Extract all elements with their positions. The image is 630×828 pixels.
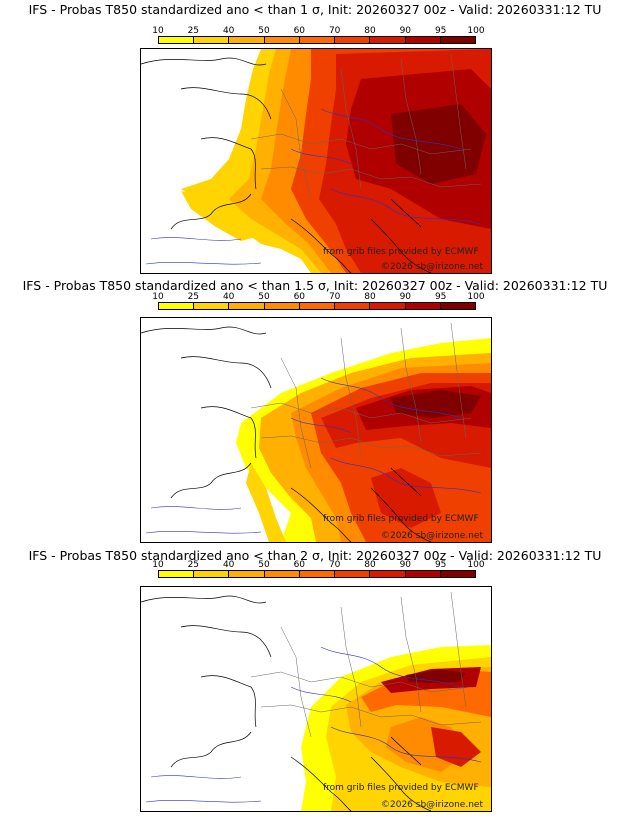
probability-map: from grib files provided by ECMWF ©2026 … <box>140 48 492 274</box>
colorbar-tick: 10 <box>152 26 164 36</box>
colorbar-tick: 70 <box>328 560 341 570</box>
colorbar-tick: 50 <box>258 292 270 302</box>
colorbar <box>158 302 476 310</box>
colorbar-tick: 80 <box>364 560 376 570</box>
site-credit: ©2026 sb@irizone.net <box>381 531 483 541</box>
panel-title: IFS - Probas T850 standardized ano < tha… <box>28 548 602 563</box>
colorbar-tick: 25 <box>187 292 200 302</box>
colorbar-tick: 80 <box>364 292 376 302</box>
rivers <box>145 646 482 803</box>
colorbar-tick: 95 <box>434 560 447 570</box>
colorbar-tick: 60 <box>293 560 306 570</box>
site-credit: ©2026 sb@irizone.net <box>381 800 483 810</box>
colorbar <box>158 36 476 44</box>
colorbar-swatch <box>229 303 265 309</box>
map-panel-1sigma: IFS - Probas T850 standardized ano < tha… <box>0 2 630 274</box>
colorbar-swatch <box>194 37 230 43</box>
probability-fill <box>301 645 491 811</box>
colorbar-swatch <box>299 571 336 577</box>
probability-fill <box>141 49 491 273</box>
colorbar-swatch <box>299 37 336 43</box>
colorbar-tick: 50 <box>258 560 270 570</box>
map-svg <box>141 322 491 542</box>
colorbar-ticks: 10 25 40 50 60 70 80 90 95 100 <box>152 292 484 302</box>
colorbar-tick: 40 <box>222 26 235 36</box>
colorbar-tick: 40 <box>222 292 235 302</box>
coastlines <box>141 595 432 811</box>
colorbar-swatch <box>370 303 406 309</box>
colorbar-tick: 70 <box>328 292 341 302</box>
borders <box>250 322 482 469</box>
colorbar-swatch <box>405 303 441 309</box>
colorbar-swatch <box>405 571 441 577</box>
colorbar-swatch <box>335 571 371 577</box>
colorbar-tick: 60 <box>293 26 306 36</box>
colorbar-tick: 10 <box>152 560 164 570</box>
coastlines <box>141 326 432 542</box>
colorbar-swatch <box>440 303 475 309</box>
grib-credit: from grib files provided by ECMWF <box>323 247 479 257</box>
map-panel-2sigma: IFS - Probas T850 standardized ano < tha… <box>0 548 630 818</box>
colorbar-tick: 50 <box>258 26 270 36</box>
colorbar-swatch <box>159 571 195 577</box>
colorbar-swatch <box>194 303 230 309</box>
colorbar-tick: 95 <box>434 292 447 302</box>
colorbar-swatch <box>335 303 371 309</box>
colorbar-swatch <box>264 303 300 309</box>
probability-fill <box>236 338 491 542</box>
colorbar-tick: 25 <box>187 560 200 570</box>
colorbar-swatch <box>370 571 406 577</box>
rivers <box>145 108 482 265</box>
colorbar-swatch <box>405 37 441 43</box>
colorbar-swatch <box>159 303 195 309</box>
map-svg <box>141 591 491 811</box>
colorbar-tick: 60 <box>293 292 306 302</box>
panel-title: IFS - Probas T850 standardized ano < tha… <box>28 2 602 17</box>
colorbar-swatch <box>335 37 371 43</box>
colorbar-tick: 90 <box>399 292 412 302</box>
colorbar-tick: 100 <box>467 292 485 302</box>
map-svg <box>141 49 491 273</box>
colorbar-tick: 100 <box>467 26 485 36</box>
colorbar-swatch <box>264 37 300 43</box>
colorbar-swatch <box>440 37 475 43</box>
site-credit: ©2026 sb@irizone.net <box>381 262 483 272</box>
colorbar-swatch <box>440 571 475 577</box>
colorbar-tick: 70 <box>328 26 341 36</box>
colorbar-swatch <box>159 37 195 43</box>
borders <box>250 591 482 738</box>
colorbar-swatch <box>370 37 406 43</box>
colorbar-tick: 10 <box>152 292 164 302</box>
map-panel-1-5sigma: IFS - Probas T850 standardized ano < tha… <box>0 278 630 548</box>
colorbar-tick: 90 <box>399 26 412 36</box>
colorbar <box>158 570 476 578</box>
rivers <box>145 377 482 534</box>
colorbar-swatch <box>264 571 300 577</box>
probability-map: from grib files provided by ECMWF ©2026 … <box>140 317 492 543</box>
panel-title: IFS - Probas T850 standardized ano < tha… <box>22 278 608 293</box>
colorbar-tick: 95 <box>434 26 447 36</box>
colorbar-ticks: 10 25 40 50 60 70 80 90 95 100 <box>152 560 484 570</box>
coastlines <box>141 57 432 273</box>
probability-map: from grib files provided by ECMWF ©2026 … <box>140 586 492 812</box>
colorbar-ticks: 10 25 40 50 60 70 80 90 95 100 <box>152 26 484 36</box>
grib-credit: from grib files provided by ECMWF <box>323 783 479 793</box>
colorbar-swatch <box>229 37 265 43</box>
borders <box>250 53 482 200</box>
colorbar-tick: 40 <box>222 560 235 570</box>
colorbar-tick: 80 <box>364 26 376 36</box>
colorbar-tick: 25 <box>187 26 200 36</box>
colorbar-swatch <box>229 571 265 577</box>
colorbar-swatch <box>194 571 230 577</box>
colorbar-tick: 90 <box>399 560 412 570</box>
grib-credit: from grib files provided by ECMWF <box>323 514 479 524</box>
colorbar-tick: 100 <box>467 560 485 570</box>
colorbar-swatch <box>299 303 336 309</box>
